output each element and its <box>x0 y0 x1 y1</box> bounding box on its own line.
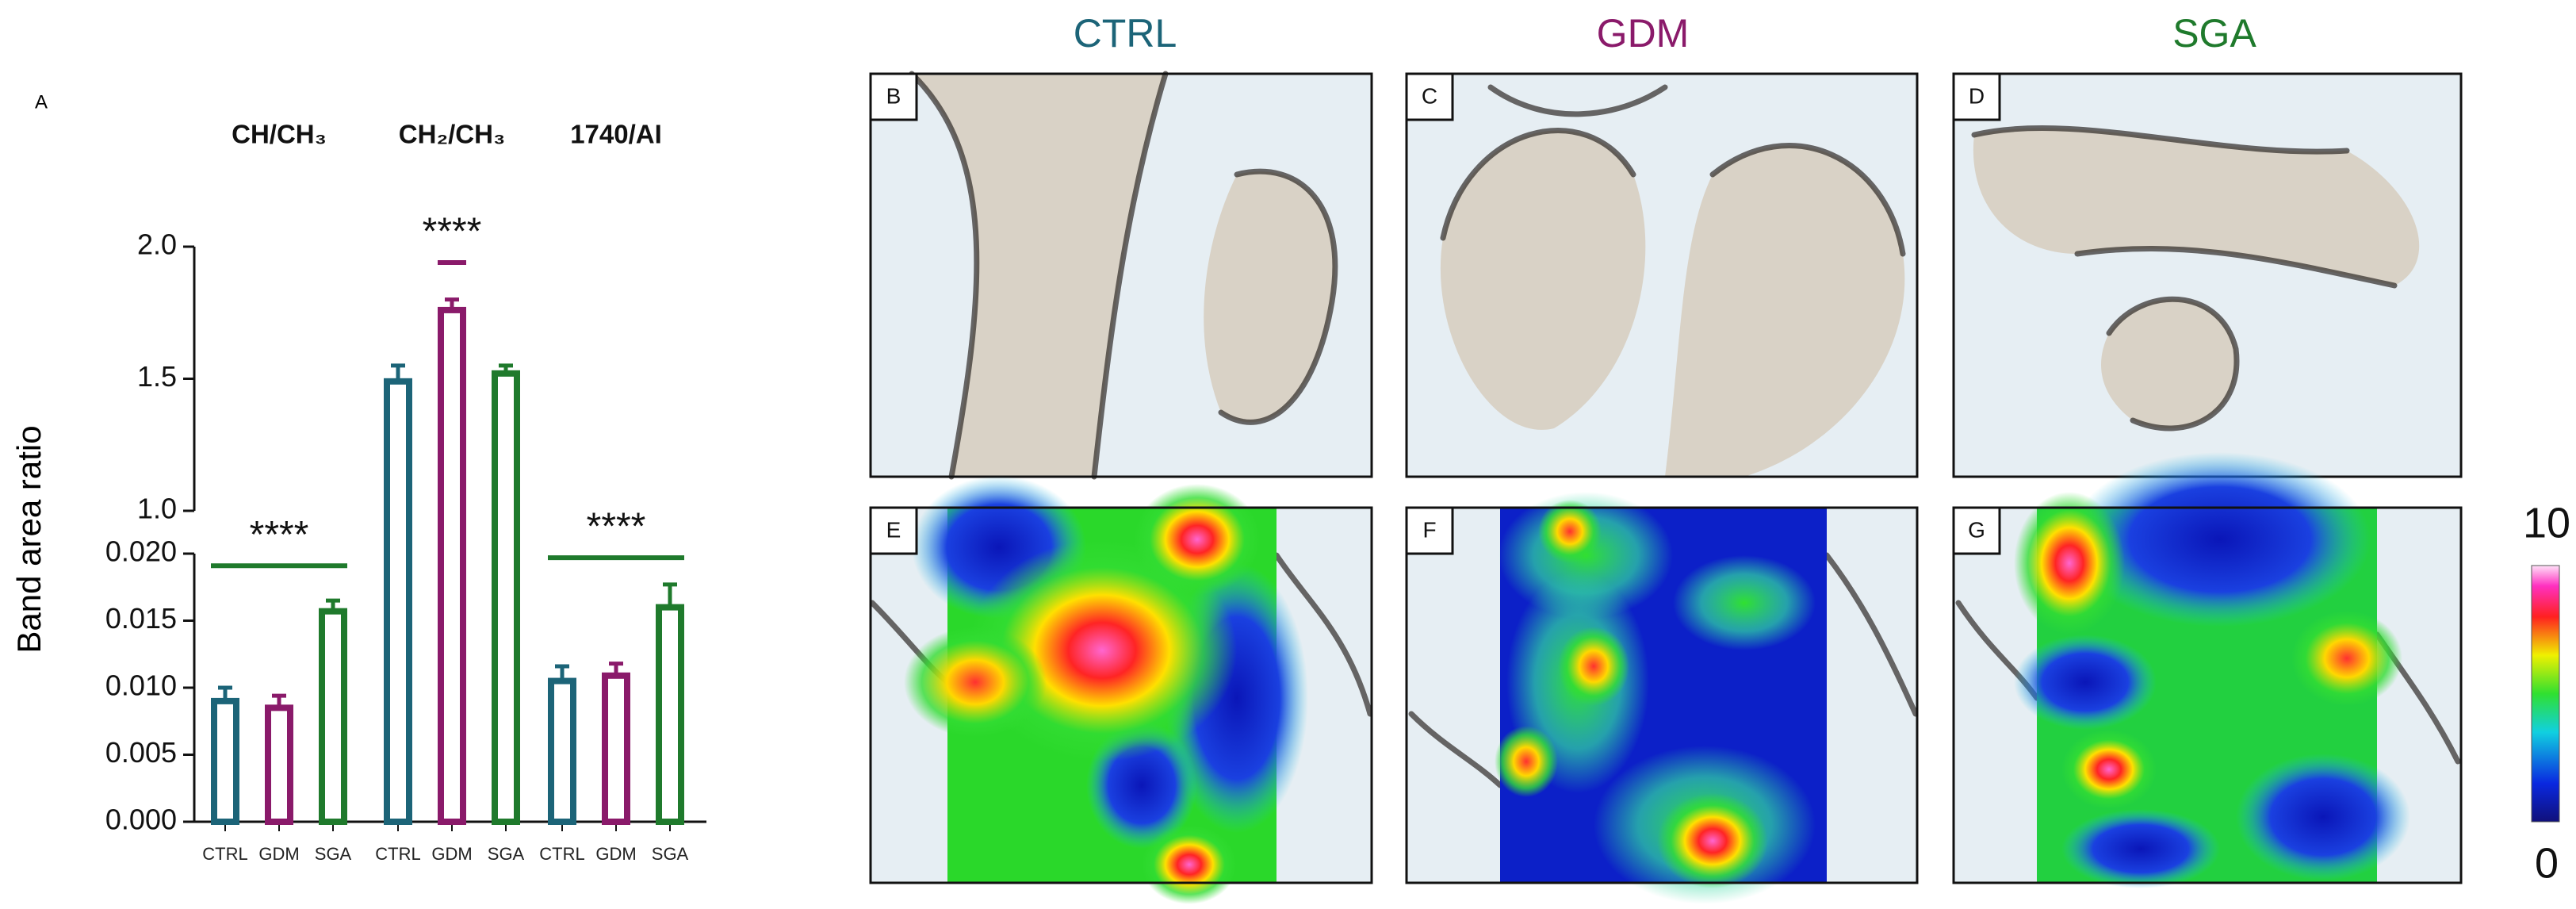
panel-label-box <box>1405 72 1454 121</box>
x-tick-label: GDM <box>258 844 299 864</box>
panel-label: C <box>1422 83 1437 108</box>
panel-label: E <box>886 517 901 542</box>
y-tick-label: 0.005 <box>105 736 177 769</box>
panel-label: F <box>1422 517 1436 542</box>
bar <box>211 697 239 826</box>
y-axis-label: Band area ratio <box>10 425 48 653</box>
column-title: CTRL <box>1074 11 1177 56</box>
x-tick-label: CTRL <box>202 844 247 864</box>
panel-label-box <box>869 506 918 555</box>
x-tick-label: SGA <box>488 844 525 864</box>
bar <box>602 672 630 825</box>
bar <box>492 370 520 825</box>
y-tick-label: 1.5 <box>137 360 177 393</box>
y-tick-label: 0.010 <box>105 669 177 702</box>
panel-label: A <box>35 91 48 113</box>
panel-label: G <box>1968 517 1985 542</box>
significance-stars: **** <box>250 514 309 556</box>
column-title: GDM <box>1597 11 1690 56</box>
panel-label-box <box>1405 506 1454 555</box>
heatmap-f <box>1405 492 1919 904</box>
heatmap-e <box>869 476 1373 904</box>
micrograph-b <box>869 71 1373 480</box>
x-tick-label: CTRL <box>375 844 420 864</box>
y-tick-label: 0.000 <box>105 804 177 836</box>
x-tick-label: SGA <box>315 844 352 864</box>
panel-label: D <box>1969 83 1985 108</box>
panel-label-box <box>1952 506 2001 555</box>
bar <box>265 704 293 825</box>
y-tick-label: 1.0 <box>137 493 177 525</box>
bar <box>384 378 412 825</box>
micrograph-c <box>1405 72 1919 478</box>
bar <box>319 608 347 825</box>
significance-stars: **** <box>587 506 646 548</box>
group-label: CH₂/CH₃ <box>399 120 505 149</box>
x-tick-label: GDM <box>431 844 472 864</box>
heatmap-g <box>1952 452 2463 888</box>
panel-label-box <box>1952 72 2001 121</box>
panel-label-box <box>869 72 918 121</box>
group-label: 1740/AI <box>570 120 662 149</box>
y-tick-label: 0.015 <box>105 602 177 635</box>
panel-label: B <box>886 83 901 108</box>
micrograph-d <box>1952 72 2463 478</box>
x-tick-label: SGA <box>652 844 689 864</box>
y-tick-label: 0.020 <box>105 535 177 568</box>
colorbar-label: 10 <box>2523 499 2570 547</box>
column-title: SGA <box>2172 11 2256 56</box>
group-label: CH/CH₃ <box>232 120 327 149</box>
x-tick-label: GDM <box>595 844 636 864</box>
colorbar-label: 0 <box>2535 839 2559 887</box>
significance-stars: **** <box>423 211 482 253</box>
y-tick-label: 2.0 <box>137 228 177 261</box>
bar <box>656 604 684 825</box>
bar <box>438 306 466 826</box>
colorbar <box>2531 565 2560 823</box>
bar <box>548 677 576 825</box>
x-tick-label: CTRL <box>539 844 584 864</box>
